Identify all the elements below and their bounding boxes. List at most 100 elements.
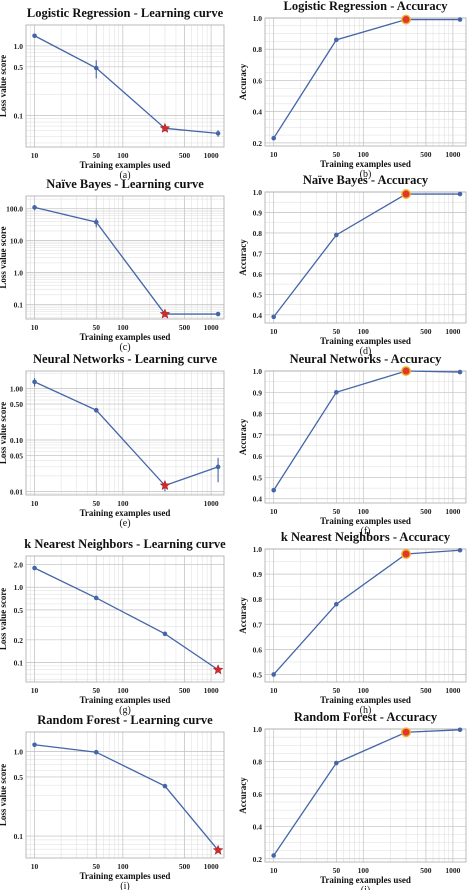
chart-title: k Nearest Neighbors - Accuracy [281,530,451,544]
y-axis-label: Accuracy [238,597,248,634]
x-axis-label: Training examples used [80,160,171,170]
x-tick-label: 500 [420,866,432,875]
y-tick-label: 0.6 [253,645,263,654]
x-axis-label: Training examples used [80,508,171,518]
y-tick-label: 0.5 [253,290,263,299]
plot-frame [264,728,467,863]
y-tick-label: 0.1 [14,300,24,309]
y-tick-label: 0.4 [253,108,263,117]
y-tick-label: 0.5 [14,773,24,782]
y-tick-label: 2.0 [14,561,24,570]
data-point [457,727,463,733]
grid-major [265,191,466,323]
grid-major [26,25,224,147]
y-axis-label: Accuracy [238,418,248,455]
chart-title: Neural Networks - Accuracy [290,352,442,366]
y-tick-label: 1.0 [253,545,263,554]
x-tick-label: 100 [117,323,129,332]
data-point [457,369,463,375]
y-tick-label: 1.0 [14,747,24,756]
x-tick-label: 100 [117,499,129,508]
x-tick-label: 10 [31,499,39,508]
y-tick-label: 0.7 [253,620,263,629]
best-point-star [212,844,224,855]
chart-panel: Random Forest - Accuracy 10 50 100 500 1000 0.… [238,710,467,890]
grid-minor [26,732,224,858]
grid-major [26,371,224,495]
x-tick-label: 10 [270,866,278,875]
panel-caption: (i) [120,881,129,890]
x-tick-label: 500 [179,686,191,695]
y-tick-label: 100.0 [6,205,23,214]
plot-frame [25,731,225,859]
best-point-star [159,308,171,319]
data-point [271,487,276,493]
x-tick-label: 1000 [445,686,460,695]
y-tick-label: 1.0 [253,188,263,197]
y-axis-label: Accuracy [238,63,248,100]
y-tick-label: 1.0 [253,725,263,734]
grid-minor [265,729,466,862]
x-tick-label: 50 [93,499,101,508]
x-tick-label: 100 [117,151,129,160]
series-line [34,35,219,135]
x-tick-label: 500 [420,150,432,159]
series-line [273,193,461,318]
x-tick-label: 50 [93,862,101,871]
panel-caption: (e) [119,518,130,529]
panel-caption: (b) [360,169,372,180]
data-point [457,17,463,22]
plot-frame [25,370,225,496]
grid-major [26,196,224,319]
data-point [93,219,99,225]
y-tick-label: 0.2 [253,855,263,864]
data-point [457,191,463,197]
chart-panel: Neural Networks - Accuracy 10 50 100 500 1000… [238,352,467,537]
y-tick-label: 0.8 [253,45,263,54]
x-axis-label: Training examples used [80,332,171,342]
data-point [271,135,276,141]
y-tick-label: 0.1 [14,832,24,841]
x-tick-label: 10 [270,150,278,159]
y-tick-label: 0.6 [253,76,263,85]
x-tick-label: 500 [179,862,191,871]
series-line [34,206,219,315]
data-point [334,601,339,607]
chart-title: Naïve Bayes - Learning curve [46,177,204,191]
y-tick-label: 0.8 [253,229,263,238]
y-tick-label: 0.9 [253,388,263,397]
y-tick-label: 0.6 [253,270,263,279]
data-point [32,205,37,210]
y-tick-label: 0.5 [253,670,263,679]
y-tick-label: 0.05 [10,451,23,460]
plot-frame [264,191,467,324]
chart-title: Random Forest - Accuracy [294,710,438,724]
y-tick-label: 0.10 [10,436,23,445]
series-line [34,744,219,851]
chart-title: Logistic Regression - Accuracy [284,0,449,13]
x-axis-label: Training examples used [320,159,411,169]
data-point [215,311,221,317]
x-tick-label: 10 [31,151,39,160]
grid-major [265,17,466,146]
x-tick-label: 1000 [204,151,219,160]
x-tick-label: 1000 [204,323,219,332]
x-tick-label: 10 [31,862,39,871]
chart-panel: Neural Networks - Learning curve 10 50 100 1… [0,352,225,529]
chart-panel: k Nearest Neighbors - Learning curve 10 50… [0,537,226,716]
chart-panel: Logistic Regression - Accuracy 10 50 100 500… [238,0,467,180]
x-tick-label: 1000 [445,327,460,336]
chart-panel: Naïve Bayes - Learning curve 10 50 100 500 10… [0,177,225,353]
x-tick-label: 10 [31,323,39,332]
panel-caption: (a) [119,170,130,181]
y-tick-label: 10.0 [10,237,23,246]
chart-title: Random Forest - Learning curve [37,713,213,727]
y-tick-label: 0.5 [14,63,24,72]
data-point [32,33,37,39]
x-tick-label: 50 [333,686,341,695]
data-point [93,595,99,601]
grid-major [265,548,466,682]
y-tick-label: 0.1 [14,111,24,120]
data-point [93,65,99,71]
y-tick-label: 0.8 [253,410,263,419]
